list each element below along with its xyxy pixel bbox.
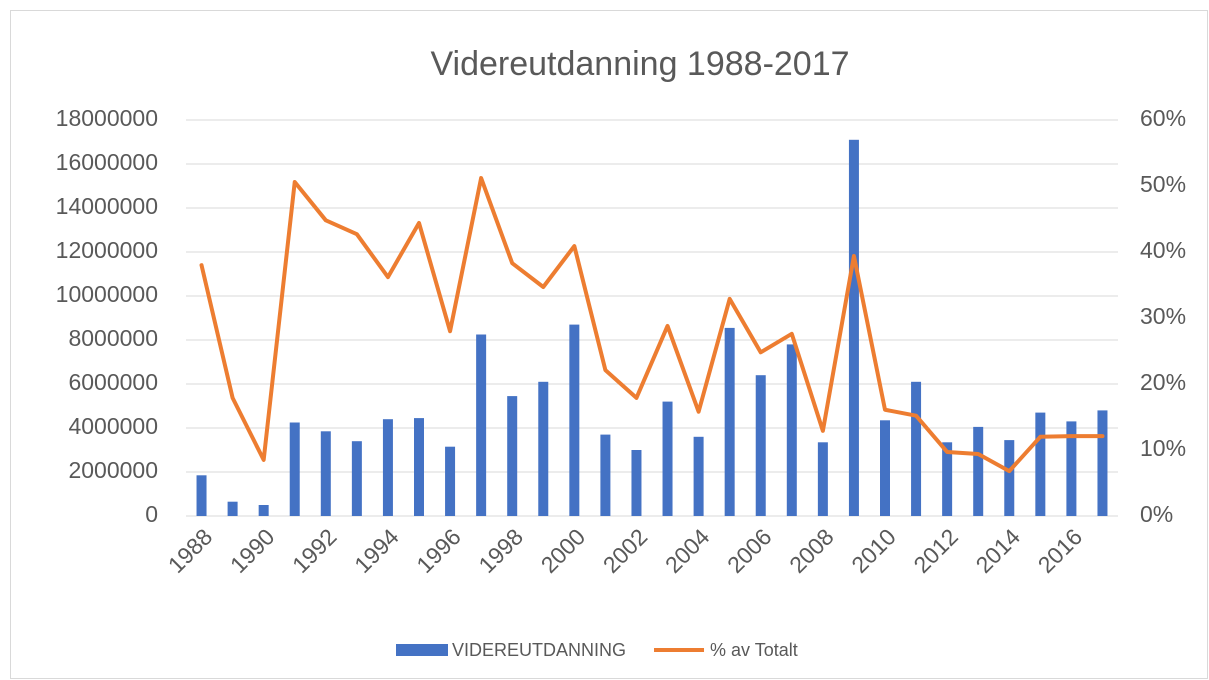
- bar: [973, 426, 984, 516]
- bar: [1035, 412, 1046, 516]
- legend-label: % av Totalt: [710, 640, 798, 660]
- bar: [320, 431, 331, 516]
- bar: [258, 505, 269, 516]
- y-tick-label: 12000000: [56, 237, 158, 263]
- bar: [817, 442, 828, 516]
- bar: [693, 436, 704, 516]
- bar: [662, 401, 673, 516]
- y2-tick-label: 30%: [1140, 303, 1186, 329]
- y-tick-label: 0: [145, 501, 158, 527]
- y-tick-label: 2000000: [68, 457, 158, 483]
- chart-border: [10, 10, 1208, 679]
- bar: [942, 442, 953, 516]
- bar: [351, 441, 362, 516]
- y-tick-label: 14000000: [56, 193, 158, 219]
- bar: [382, 419, 393, 516]
- y2-tick-label: 50%: [1140, 171, 1186, 197]
- bar: [1004, 440, 1015, 516]
- bar: [755, 375, 766, 516]
- line: [199, 176, 1105, 474]
- bar: [569, 324, 580, 516]
- legend-swatch: [396, 644, 448, 656]
- bar: [1066, 421, 1077, 516]
- bar: [600, 434, 611, 516]
- bar: [445, 446, 456, 516]
- bar: [631, 450, 642, 516]
- y-tick-label: 18000000: [56, 105, 158, 131]
- bar: [476, 334, 487, 516]
- y2-tick-label: 10%: [1140, 435, 1186, 461]
- y-tick-label: 16000000: [56, 149, 158, 175]
- y2-tick-label: 40%: [1140, 237, 1186, 263]
- chart-title: Videreutdanning 1988-2017: [430, 45, 849, 83]
- bar: [538, 381, 549, 516]
- y2-tick-label: 20%: [1140, 369, 1186, 395]
- y-tick-label: 6000000: [68, 369, 158, 395]
- bar: [414, 418, 424, 516]
- bar: [196, 475, 207, 516]
- y-tick-label: 10000000: [56, 281, 158, 307]
- legend-label: VIDEREUTDANNING: [452, 640, 626, 660]
- bar: [724, 327, 735, 516]
- bar: [227, 501, 238, 516]
- bar: [848, 139, 859, 517]
- y-tick-label: 4000000: [68, 413, 158, 439]
- bar: [880, 420, 890, 516]
- bar: [507, 396, 518, 516]
- bar: [911, 381, 922, 516]
- y-tick-label: 8000000: [68, 325, 158, 351]
- bar: [786, 344, 797, 516]
- bar: [1097, 410, 1108, 516]
- y2-tick-label: 0%: [1140, 501, 1173, 527]
- y2-tick-label: 60%: [1140, 105, 1186, 131]
- bar: [289, 422, 300, 516]
